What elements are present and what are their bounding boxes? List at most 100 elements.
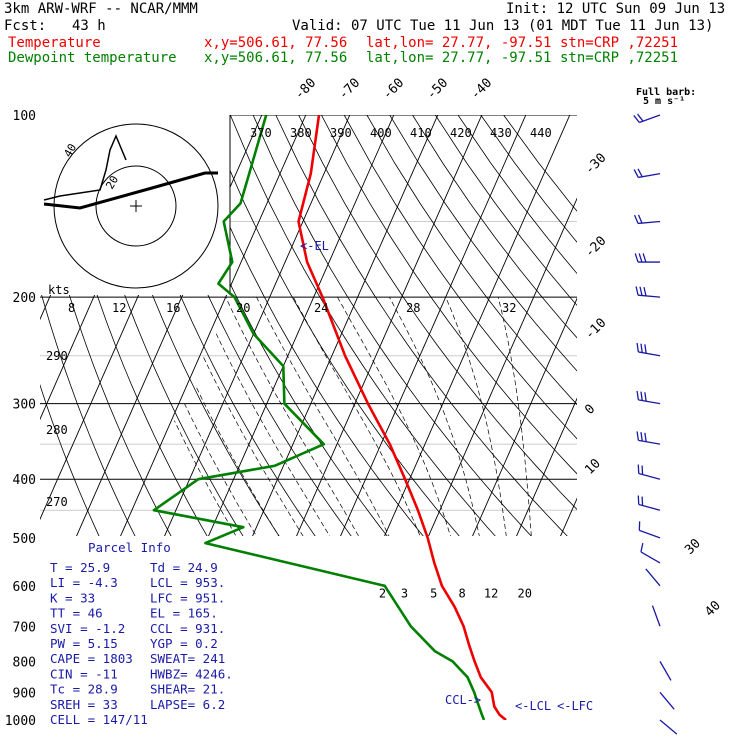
- parcel-row-right: LCL = 953.: [150, 575, 225, 590]
- wind-barb-flag: [633, 214, 639, 224]
- dry-adiabat: [366, 115, 577, 406]
- hodograph-trace: [43, 171, 218, 210]
- hodograph-trace-low: [43, 134, 127, 201]
- parcel-row-right: HWBZ= 4246.: [150, 666, 233, 681]
- hodograph-ring-inner: [95, 165, 177, 247]
- wind-barb-flag: [636, 113, 644, 122]
- valid-time: Valid: 07 UTC Tue 11 Jun 13 (01 MDT Tue …: [292, 18, 714, 34]
- mixing-ratio-label: 12: [484, 586, 498, 600]
- pressure-label: 800: [13, 655, 36, 670]
- wind-barb-flag: [633, 115, 640, 123]
- hodograph-ring-label: 40: [61, 142, 79, 160]
- dewpoint-line: [152, 115, 486, 720]
- mixing-ratio-label: 5: [430, 586, 437, 600]
- mixing-ratio-label: 8: [458, 586, 465, 600]
- parcel-row-left: LI = -4.3: [50, 575, 118, 590]
- wind-barb-flag: [636, 431, 639, 441]
- forecast-label: Fcst:: [4, 18, 47, 34]
- parcel-row-left: Tc = 28.9: [50, 682, 118, 697]
- dry-adiabat: [298, 115, 577, 511]
- isotherm-label: 40: [702, 598, 724, 620]
- lcl-marker: <-LCL: [515, 699, 551, 713]
- wind-barb-flag: [644, 432, 647, 442]
- isotherm-label: -30: [582, 151, 609, 178]
- parcel-info-panel: Parcel Info T = 25.9 Td = 24.9 LI = -4.3 LCL…: [40, 536, 578, 727]
- pressure-label: 100: [13, 109, 36, 124]
- wind-barb-flag: [634, 253, 639, 263]
- theta-label: 420: [450, 126, 472, 140]
- pressure-label: 600: [13, 580, 36, 595]
- parcel-row-right: LAPSE= 6.2: [150, 697, 225, 712]
- moist-adiabat: [497, 297, 542, 720]
- parcel-row-left: T = 25.9: [50, 560, 110, 575]
- hodograph-units: kts: [48, 283, 70, 297]
- theta-label: 390: [330, 126, 352, 140]
- dewpoint-legend: Dewpoint temperature: [8, 50, 177, 66]
- wind-barb: [640, 551, 661, 564]
- theta-label: 440: [530, 126, 552, 140]
- wind-scale-units: 5 m s⁻¹: [643, 96, 685, 107]
- theta-label: 430: [490, 126, 512, 140]
- isotherm-line: [612, 115, 740, 720]
- isotherm-label: -50: [424, 76, 451, 103]
- wind-barb: [659, 719, 678, 735]
- parcel-row-left: SREH = 33: [50, 697, 118, 712]
- theta-side-label: 270: [46, 495, 68, 509]
- model-title: 3km ARW-WRF -- NCAR/MMM: [4, 1, 198, 17]
- dry-adiabat: [343, 115, 577, 440]
- wind-barb: [659, 691, 675, 710]
- hodograph-speed-label: 8: [68, 301, 75, 315]
- wind-barb-flag: [639, 286, 643, 296]
- parcel-row-right: SWEAT= 241: [150, 651, 225, 666]
- mixing-ratio-label: 20: [517, 586, 531, 600]
- profile-lines: [152, 115, 507, 720]
- mixing-ratio-label: 2: [379, 586, 386, 600]
- parcel-row-left: CELL = 147/11: [50, 712, 148, 727]
- pressure-label: 500: [13, 532, 36, 547]
- wind-barb: [645, 568, 661, 587]
- moist-adiabat: [225, 296, 436, 720]
- hodograph-speed-label: 24: [314, 301, 328, 315]
- isotherm-label: -60: [380, 76, 407, 103]
- parcel-panel-bg: [40, 536, 578, 722]
- parcel-row-left: CAPE = 1803: [50, 651, 133, 666]
- pressure-label: 700: [13, 620, 36, 635]
- wind-barb: [639, 529, 661, 539]
- isotherm-label: 30: [682, 536, 704, 558]
- wind-barb-flag: [636, 342, 639, 353]
- hodograph-speed-label: 20: [236, 301, 250, 315]
- parcel-row-right: EL = 165.: [150, 606, 218, 621]
- parcel-row-left: K = 33: [50, 590, 95, 605]
- temp-xy: x,y=506.61, 77.56: [204, 35, 348, 51]
- isotherm-label: 0: [582, 402, 598, 418]
- moist-adiabat: [445, 296, 524, 720]
- pressure-label: 1000: [5, 714, 36, 729]
- hodograph-speed-label: 16: [166, 301, 180, 315]
- wind-barb-flag: [640, 542, 644, 553]
- hodograph: 40 20: [40, 115, 231, 295]
- wind-barb-flag: [642, 253, 647, 263]
- wind-barb: [659, 661, 672, 681]
- hodograph-panel: [40, 115, 230, 295]
- parcel-row-left: SVI = -1.2: [50, 621, 125, 636]
- pressure-label: 400: [13, 473, 36, 488]
- isotherm-label: 10: [582, 456, 604, 478]
- parcel-row-right: CCL = 931.: [150, 621, 225, 636]
- pressure-label: 300: [13, 398, 36, 413]
- theta-label: 410: [410, 126, 432, 140]
- lfc-marker: <-LFC: [557, 699, 593, 713]
- ccl-marker: CCL->: [445, 693, 481, 707]
- parcel-info-title: Parcel Info: [88, 540, 171, 555]
- dew-latlon: lat,lon= 27.77, -97.51: [366, 50, 552, 66]
- theta-label: 380: [290, 126, 312, 140]
- theta-label: 370: [250, 126, 272, 140]
- temperature-legend: Temperature: [8, 35, 101, 51]
- isotherm-label: -70: [336, 76, 363, 103]
- wind-barbs: [633, 113, 678, 735]
- pressure-label: 900: [13, 686, 36, 701]
- wind-barb-flag: [637, 168, 643, 178]
- temperature-line: [297, 115, 507, 720]
- wind-barb-flag: [633, 169, 639, 178]
- el-marker: <-EL: [300, 239, 329, 253]
- theta-label: 400: [370, 126, 392, 140]
